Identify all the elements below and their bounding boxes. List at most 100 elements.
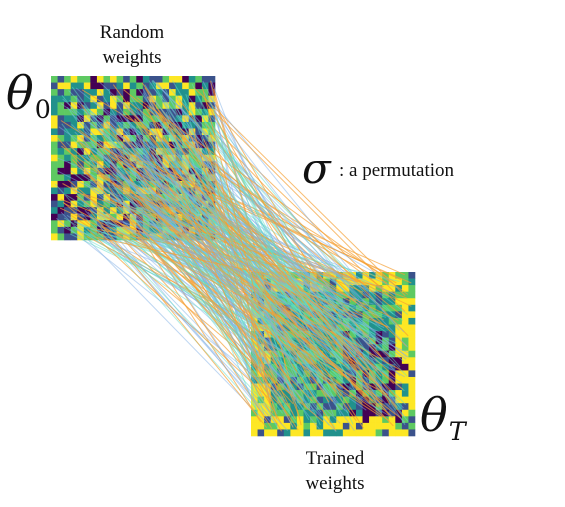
matrix-cell — [103, 207, 111, 215]
matrix-cell — [336, 304, 344, 312]
matrix-cell — [408, 337, 416, 345]
matrix-cell — [70, 167, 78, 175]
connection-line — [189, 229, 400, 282]
matrix-cell — [51, 180, 58, 188]
matrix-cell — [310, 416, 317, 424]
matrix-cell — [103, 89, 111, 96]
matrix-cell — [388, 390, 396, 397]
matrix-cell — [251, 429, 258, 437]
matrix-cell — [388, 311, 396, 319]
matrix-cell — [323, 403, 331, 411]
matrix-cell — [296, 403, 304, 411]
matrix-cell — [349, 416, 357, 424]
matrix-cell — [251, 416, 258, 424]
matrix-cell — [408, 370, 416, 378]
matrix-cell — [264, 416, 271, 424]
matrix-cell — [169, 108, 176, 116]
connection-line — [81, 154, 302, 276]
matrix-cell — [188, 102, 196, 110]
matrix-cell — [96, 82, 104, 90]
matrix-cell — [64, 220, 71, 228]
matrix-cell — [77, 167, 85, 175]
matrix-cell — [51, 102, 58, 110]
matrix-cell — [408, 396, 416, 404]
matrix-cell — [395, 416, 403, 424]
connection-line — [96, 175, 322, 347]
matrix-cell — [51, 82, 58, 90]
matrix-cell — [70, 82, 78, 90]
connection-line — [109, 140, 387, 333]
matrix-cell — [70, 180, 78, 188]
matrix-cell — [142, 207, 150, 215]
sigma-symbol: σ — [302, 146, 331, 192]
matrix-cell — [51, 89, 58, 96]
matrix-cell — [90, 128, 98, 136]
matrix-cell — [142, 141, 150, 149]
matrix-cell — [401, 383, 409, 391]
matrix-cell — [110, 102, 117, 110]
matrix-cell — [296, 390, 304, 397]
matrix-cell — [169, 102, 176, 110]
matrix-cell — [90, 207, 98, 215]
matrix-cell — [70, 141, 78, 149]
matrix-cell — [408, 285, 416, 292]
matrix-cell — [395, 429, 403, 437]
connection-line — [60, 103, 346, 300]
matrix-cell — [57, 213, 65, 221]
matrix-cell — [251, 337, 258, 345]
matrix-cell — [375, 278, 383, 286]
theta-0-letter: θ — [6, 66, 34, 120]
matrix-cell — [142, 82, 150, 90]
matrix-cell — [329, 376, 337, 384]
matrix-cell — [401, 272, 409, 279]
matrix-cell — [142, 76, 150, 83]
matrix-cell — [329, 331, 337, 338]
matrix-cell — [369, 416, 376, 424]
matrix-cell — [264, 422, 271, 430]
matrix-cell — [375, 304, 383, 312]
matrix-cell — [395, 409, 403, 417]
matrix-cell — [369, 317, 376, 325]
matrix-cell — [64, 108, 71, 116]
matrix-cell — [296, 317, 304, 325]
matrix-cell — [142, 233, 150, 241]
connection-line — [107, 136, 341, 374]
matrix-cell — [110, 167, 117, 175]
matrix-cell — [303, 429, 311, 437]
matrix-cell — [323, 383, 331, 391]
matrix-cell — [70, 233, 78, 241]
matrix-cell — [283, 363, 291, 371]
matrix-cell — [64, 141, 71, 149]
connection-line — [187, 210, 255, 350]
connection-line — [78, 140, 262, 423]
matrix-cell — [408, 324, 416, 332]
matrix-cell — [382, 272, 390, 279]
matrix-cell — [349, 278, 357, 286]
matrix-cell — [362, 376, 370, 384]
matrix-cell — [64, 102, 71, 110]
matrix-cell — [401, 311, 409, 319]
connection-line — [136, 97, 409, 295]
matrix-cell — [362, 350, 370, 358]
matrix-cell — [201, 121, 209, 129]
matrix-cell — [70, 102, 78, 110]
matrix-cell — [103, 200, 111, 208]
matrix-cell — [188, 82, 196, 90]
matrix-cell — [329, 285, 337, 292]
connection-line — [212, 171, 392, 403]
matrix-cell — [382, 429, 390, 437]
matrix-cell — [369, 324, 376, 332]
matrix-cell — [349, 403, 357, 411]
connection-line — [77, 128, 350, 330]
matrix-cell — [51, 220, 58, 228]
matrix-cell — [162, 95, 170, 103]
matrix-cell — [90, 167, 98, 175]
connection-line — [202, 173, 408, 377]
random-weights-label: Random weights — [82, 20, 182, 70]
matrix-cell — [375, 317, 383, 325]
matrix-cell — [90, 82, 98, 90]
theta-0-symbol: θ0 — [6, 68, 51, 135]
matrix-cell — [64, 200, 71, 208]
matrix-cell — [155, 128, 163, 136]
matrix-cell — [201, 141, 209, 149]
